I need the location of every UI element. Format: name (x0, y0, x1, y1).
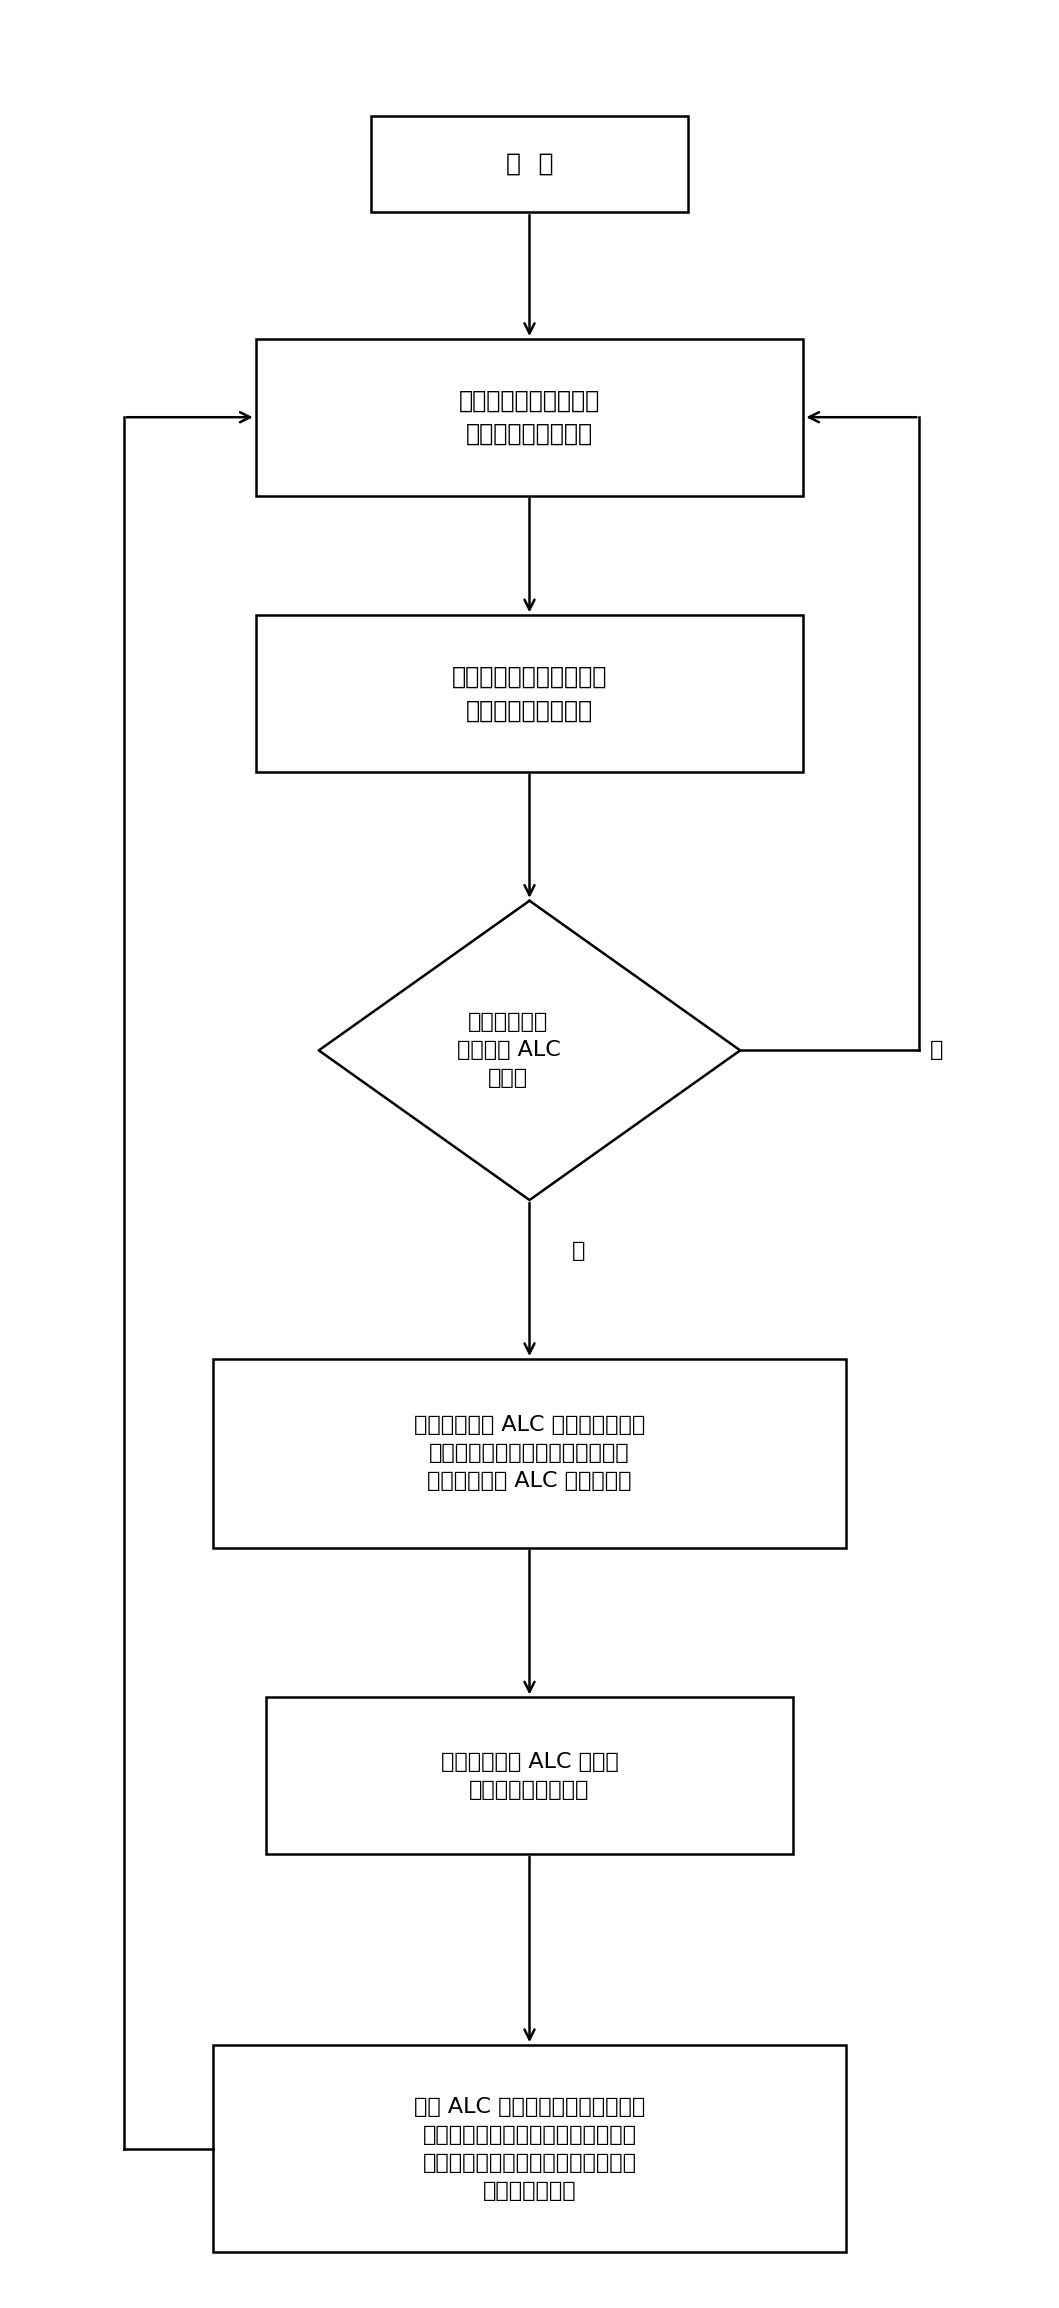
FancyBboxPatch shape (214, 1359, 845, 1549)
Text: 是: 是 (572, 1242, 585, 1262)
Text: 响应各级是否
需要进行 ALC
控制？: 响应各级是否 需要进行 ALC 控制？ (456, 1013, 560, 1089)
Text: 通过检测电路获得下行
链路各级时隙功率值: 通过检测电路获得下行 链路各级时隙功率值 (459, 388, 600, 445)
FancyBboxPatch shape (372, 115, 687, 212)
Text: 下行 ALC 总控制深度即下行链路增
益被压缩控制深度，由时隙衰减电路
对上行链路进行响应数控衰减，保证
上下行链路平衡: 下行 ALC 总控制深度即下行链路增 益被压缩控制深度，由时隙衰减电路 对上行链… (414, 2096, 645, 2200)
FancyBboxPatch shape (266, 1696, 793, 1853)
Text: 对下行链路的 ALC 控制深
度值转换后进行累计: 对下行链路的 ALC 控制深 度值转换后进行累计 (441, 1752, 618, 1800)
Text: 通过终端工具设置链路各
级的最大功率值门限: 通过终端工具设置链路各 级的最大功率值门限 (452, 665, 607, 722)
FancyBboxPatch shape (255, 616, 804, 771)
FancyBboxPatch shape (255, 339, 804, 496)
Text: 启  动: 启 动 (506, 152, 553, 175)
Text: 否: 否 (930, 1041, 944, 1059)
Text: 下行链路各级 ALC 控制单元分别对
各级链路进行控制并通过算法获取
下行链路各级 ALC 控制深度值: 下行链路各级 ALC 控制单元分别对 各级链路进行控制并通过算法获取 下行链路各… (414, 1415, 645, 1491)
FancyBboxPatch shape (214, 2045, 845, 2253)
